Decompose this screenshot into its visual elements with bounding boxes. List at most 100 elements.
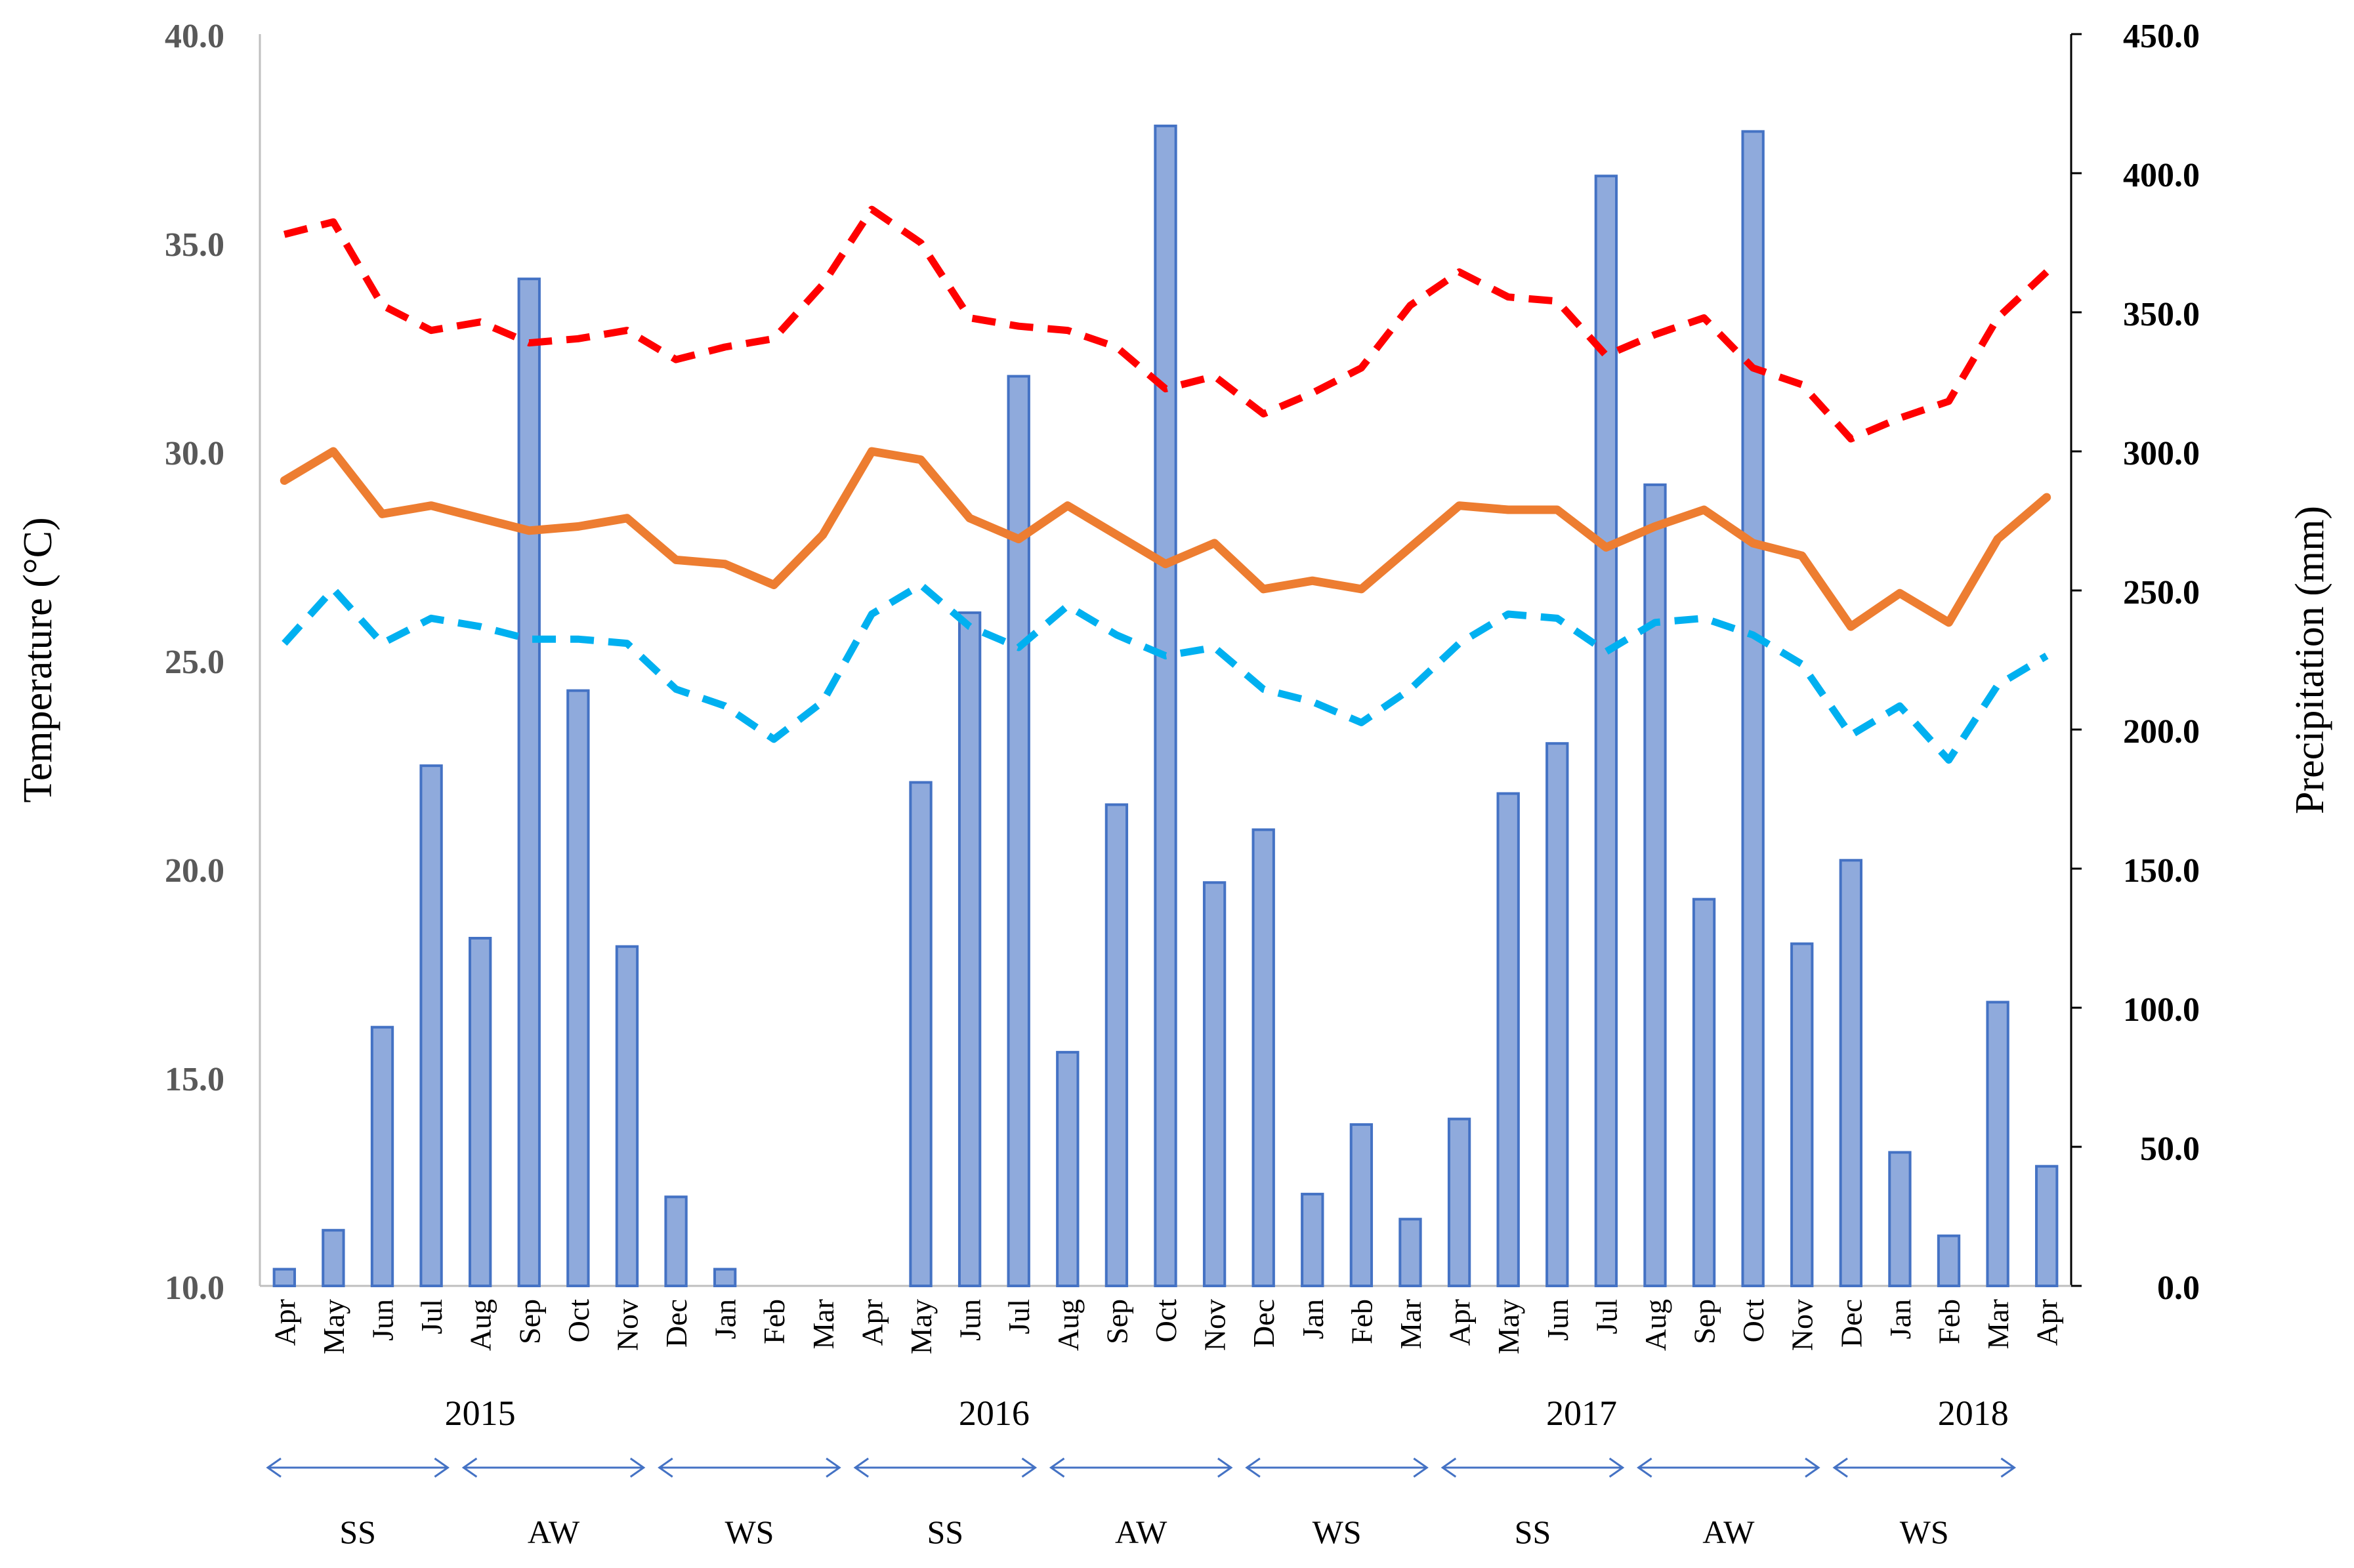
season-arrow-head-left — [266, 1457, 282, 1478]
year-label: 2018 — [1938, 1393, 2009, 1433]
x-tick-label: Jan — [1296, 1299, 1330, 1339]
x-tick-label: Sep — [1688, 1299, 1721, 1344]
year-label: 2016 — [959, 1393, 1030, 1433]
precipitation-bar — [1937, 1234, 1961, 1288]
x-tick-label: Sep — [1100, 1299, 1133, 1344]
x-tick-label: Nov — [1786, 1299, 1819, 1351]
y-right-tick-label: 0.0 — [2157, 1269, 2200, 1307]
precipitation-bar — [1202, 881, 1227, 1287]
x-tick-label: Apr — [268, 1299, 301, 1346]
precipitation-bar — [1692, 897, 1716, 1287]
y-right-tick-label: 350.0 — [2123, 296, 2200, 333]
season-arrow-head-left — [1832, 1457, 1848, 1478]
season-label: AW — [528, 1514, 580, 1550]
season-arrow-head-right — [1608, 1457, 1625, 1478]
precipitation-bar — [1545, 742, 1569, 1287]
precipitation-bar — [272, 1268, 296, 1288]
x-tick-label: May — [317, 1299, 350, 1354]
precipitation-bar — [1104, 803, 1129, 1287]
left-axis-ticks: 40.0 35.0 30.0 25.0 20.0 15.0 10.0 — [165, 18, 224, 1307]
precipitation-bar — [713, 1268, 737, 1288]
precipitation-bar — [517, 278, 541, 1287]
precipitation-bar — [909, 781, 933, 1288]
precipitation-bar — [615, 945, 639, 1287]
year-label: 2015 — [445, 1393, 516, 1433]
precipitation-bar — [370, 1025, 394, 1288]
right-axis-ticks: 450.0 400.0 350.0 300.0 250.0 200.0 150.0 100.0… — [2071, 18, 2200, 1307]
y-left-tick-label: 15.0 — [165, 1061, 224, 1098]
y-right-tick-label: 150.0 — [2123, 852, 2200, 890]
x-tick-label: Mar — [1981, 1299, 2015, 1350]
season-arrow-head-left — [1049, 1457, 1065, 1478]
precipitation-bar — [1007, 375, 1030, 1287]
x-tick-label: Dec — [1247, 1299, 1280, 1348]
y-right-tick-label: 50.0 — [2140, 1130, 2200, 1168]
x-tick-label: Dec — [1834, 1299, 1868, 1348]
season-arrow-head-right — [1021, 1457, 1038, 1478]
y-left-axis-label: Temperature (°C) — [16, 517, 60, 802]
season-labels: SS AW WS SS AW WS SS AW WS — [266, 1457, 2017, 1550]
y-right-tick-label: 200.0 — [2123, 713, 2200, 751]
precipitation-bar — [469, 937, 492, 1287]
season-arrow-head-right — [1805, 1457, 1820, 1478]
temperature-lines — [280, 205, 2051, 764]
x-tick-label: Jun — [1541, 1299, 1574, 1341]
x-tick-label: Feb — [757, 1299, 791, 1344]
season-arrow-head-right — [1217, 1457, 1233, 1478]
precipitation-bar — [1986, 1001, 2009, 1288]
y-right-tick-label: 450.0 — [2123, 18, 2200, 55]
x-tick-label: Oct — [1736, 1299, 1770, 1343]
season-arrow-head-right — [629, 1457, 646, 1478]
x-tick-label: Jul — [1002, 1299, 1036, 1334]
x-tick-label: Jul — [415, 1299, 448, 1334]
precipitation-bar — [1398, 1218, 1422, 1287]
x-tick-label: Jan — [1883, 1299, 1917, 1339]
y-left-tick-label: 25.0 — [165, 644, 224, 681]
precipitation-bar — [1839, 859, 1862, 1287]
season-arrow-head-left — [853, 1457, 869, 1478]
precipitation-bar — [1643, 483, 1667, 1287]
season-label: AW — [1115, 1514, 1167, 1550]
precipitation-bar — [1154, 124, 1177, 1287]
precipitation-bar — [419, 764, 443, 1287]
temperature-line — [280, 447, 2051, 631]
season-label: AW — [1702, 1514, 1755, 1550]
temperature-line — [282, 581, 2049, 764]
x-tick-label: Jun — [954, 1299, 987, 1341]
y-right-tick-label: 250.0 — [2123, 574, 2200, 611]
x-tick-label: Mar — [807, 1299, 840, 1350]
season-label: SS — [927, 1514, 964, 1550]
season-arrow-head-left — [1637, 1457, 1652, 1478]
y-left-tick-label: 20.0 — [165, 852, 224, 890]
temperature-line — [283, 205, 2049, 443]
x-tick-label: Jul — [1589, 1299, 1623, 1334]
x-tick-label: Aug — [1051, 1299, 1085, 1351]
precipitation-bar — [322, 1229, 345, 1287]
season-arrow-head-left — [1440, 1457, 1457, 1478]
season-arrow-head-right — [2000, 1457, 2017, 1478]
precipitation-bar — [1790, 942, 1814, 1287]
y-right-tick-label: 400.0 — [2123, 157, 2200, 194]
precipitation-bar — [1349, 1123, 1374, 1287]
x-tick-label: Oct — [1149, 1299, 1183, 1343]
x-tick-label: Aug — [1639, 1299, 1672, 1351]
precipitation-bars — [272, 124, 2059, 1288]
y-left-tick-label: 40.0 — [165, 18, 224, 55]
season-label: WS — [1900, 1514, 1949, 1550]
precipitation-bar — [1056, 1050, 1080, 1287]
precipitation-bar — [1888, 1151, 1912, 1287]
precipitation-bar — [957, 611, 982, 1287]
season-label: SS — [1515, 1514, 1551, 1550]
year-label: 2017 — [1546, 1393, 1617, 1433]
x-tick-label: Oct — [562, 1299, 595, 1343]
season-arrow-head-right — [1413, 1457, 1429, 1478]
x-tick-label: Sep — [513, 1299, 546, 1344]
x-tick-label: Aug — [464, 1299, 497, 1351]
precipitation-bar — [1594, 175, 1618, 1287]
season-label: SS — [339, 1514, 376, 1550]
x-tick-label: Apr — [2030, 1299, 2064, 1346]
y-right-tick-label: 100.0 — [2123, 991, 2200, 1029]
season-arrow-head-left — [461, 1457, 478, 1478]
precipitation-bar — [664, 1195, 688, 1287]
